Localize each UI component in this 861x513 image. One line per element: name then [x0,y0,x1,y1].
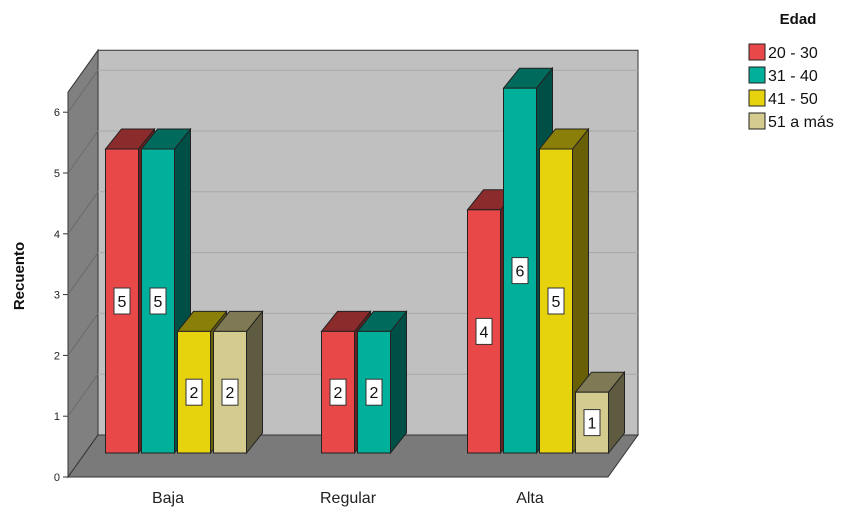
legend-swatch [748,112,766,130]
data-label: 6 [516,264,525,281]
bars-layer: 5 5 2 2 2 2 4 6 5 1 [104,66,626,455]
data-label: 5 [118,294,127,311]
legend-entry: 51 a más [768,114,834,131]
data-label: 2 [334,385,343,402]
gridline-side [67,313,99,356]
data-label-box [149,287,167,315]
bar-baja-3: 2 [212,309,264,455]
data-label: 2 [226,385,235,402]
bar-front [575,391,609,454]
y-tick-label: 6 [54,107,60,119]
x-category-label: Baja [152,490,184,507]
legend-swatch [748,43,766,61]
legend-entry: 41 - 50 [768,91,818,108]
bar-alta-3: 1 [574,370,626,455]
gridline-side [67,130,99,174]
gridline-side [67,69,99,113]
legend-title: Edad [780,11,817,28]
data-label-box [365,378,383,406]
data-label: 2 [190,385,199,402]
data-label-box [583,409,601,437]
y-axis-title: Recuento [11,242,28,310]
y-tick-label: 3 [54,290,60,302]
gridline-side [67,191,99,235]
data-label: 4 [480,324,489,341]
bar-side [246,309,263,455]
left-wall [67,48,99,479]
bar-alta-2: 5 [538,127,590,455]
data-label-box [113,287,131,315]
legend-entry: 31 - 40 [768,68,818,85]
gridline-side [67,252,99,295]
y-tick-label: 4 [54,229,60,241]
y-tick-labels: 0 1 2 3 4 5 6 [54,107,60,484]
bar-baja-1: 5 [140,127,192,455]
gridline-side [67,373,99,417]
bar-front [357,330,391,454]
data-label-box [511,257,529,285]
data-label-box [185,378,203,406]
bar-side [390,309,407,455]
legend: Edad 20 - 30 31 - 40 41 - 50 51 a más [748,11,834,131]
y-tick-label: 2 [54,350,60,362]
y-tick-label: 1 [54,411,60,423]
data-label: 1 [588,416,597,433]
data-label: 2 [370,385,379,402]
legend-swatch [748,66,766,84]
data-label-box [221,378,239,406]
bar-front [539,148,573,454]
legend-swatch [748,89,766,107]
legend-entry: 20 - 30 [768,45,818,62]
data-label: 5 [552,294,561,311]
data-label-box [475,317,493,345]
data-label-box [329,378,347,406]
x-category-label: Regular [320,490,377,507]
y-tick-label: 5 [54,168,60,180]
x-category-label: Alta [516,490,544,507]
bar-regular-1: 2 [356,309,408,455]
data-label-box [547,287,565,315]
y-tick-label: 0 [54,472,60,484]
x-category-labels: Baja Regular Alta [152,490,544,507]
data-label: 5 [154,294,163,311]
